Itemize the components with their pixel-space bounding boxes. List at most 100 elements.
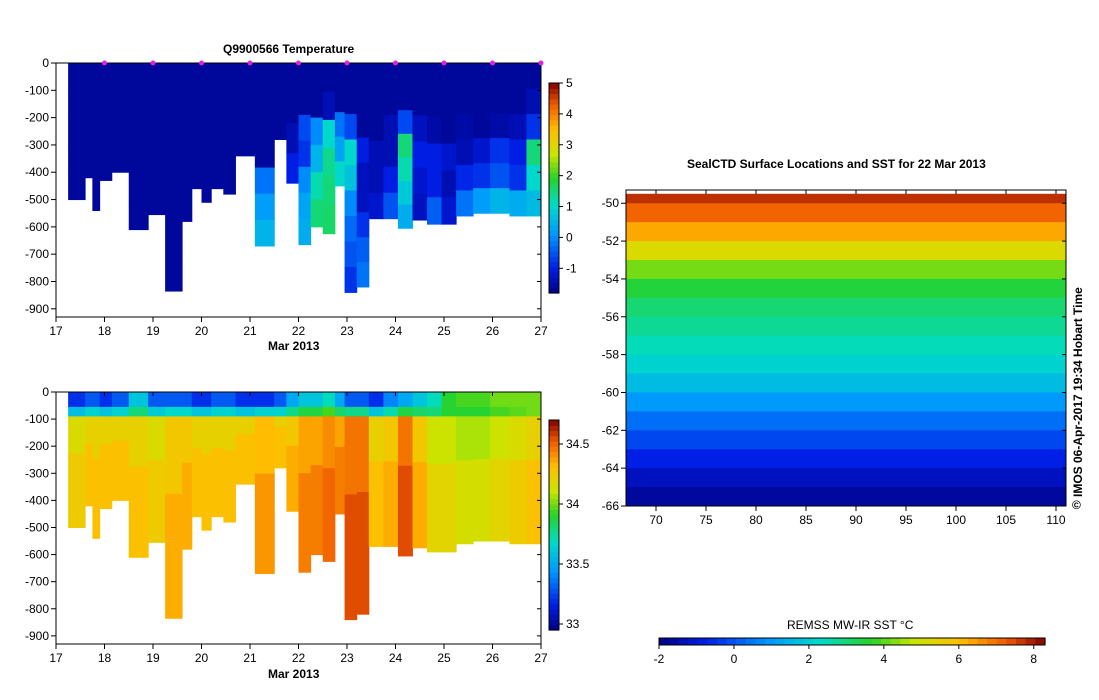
- salinity-colorbar-segment: [549, 614, 559, 621]
- salinity-colorbar-segment: [549, 593, 559, 600]
- salinity-colorbar-segment: [549, 509, 559, 516]
- temperature-profile-cell: [68, 117, 86, 146]
- salinity-profile-cell: [148, 416, 166, 461]
- temperature-profile-cell: [99, 151, 113, 181]
- salinity-profile-cell: [397, 406, 413, 417]
- salinity-profile-cell: [182, 462, 193, 550]
- salinity-x-tick-label: 22: [292, 651, 306, 665]
- temperature-colorbar-segment: [549, 135, 559, 142]
- salinity-y-tick-label: 0: [42, 385, 49, 399]
- temperature-profile-cell: [310, 199, 324, 228]
- salinity-profile-cell: [427, 416, 443, 465]
- temperature-profile-cell: [211, 63, 224, 95]
- temperature-profile-cell: [368, 140, 384, 168]
- salinity-y-tick-label: -600: [25, 548, 49, 562]
- temperature-profile-cell: [412, 167, 428, 195]
- sst-map-x-tick-label: 100: [946, 513, 966, 527]
- salinity-profile-cell: [526, 460, 542, 545]
- sst-colorbar-segment: [890, 638, 901, 645]
- salinity-colorbar-segment: [549, 504, 559, 510]
- salinity-profile-cell: [99, 392, 113, 408]
- temperature-profile-cell: [286, 63, 299, 94]
- temperature-profile-cell: [201, 118, 212, 148]
- temperature-profile-cell: [344, 190, 358, 217]
- temperature-profile-cell: [148, 63, 166, 94]
- salinity-profile-cell: [356, 406, 370, 417]
- temperature-profile-cell: [201, 146, 212, 175]
- temperature-profile-cell: [334, 136, 346, 162]
- salinity-colorbar-segment: [549, 535, 559, 542]
- salinity-profile-cell: [441, 416, 457, 465]
- temperature-profile-cell: [128, 63, 149, 92]
- temperature-profile-cell: [322, 91, 336, 121]
- salinity-profile-cell: [148, 406, 166, 417]
- temperature-colorbar-segment: [549, 109, 559, 116]
- salinity-colorbar-segment: [549, 472, 559, 479]
- temperature-profile-cell: [254, 167, 275, 195]
- salinity-profile-cell: [111, 392, 130, 408]
- temperature-colorbar-segment: [549, 130, 559, 137]
- temperature-profile-cell: [368, 63, 384, 90]
- sst-latitude-band: [626, 335, 1066, 356]
- imos-timestamp-label: IMOS 06-Apr-2017 19:34 Hobart Time: [1071, 287, 1085, 497]
- salinity-profile-cell: [509, 460, 527, 545]
- salinity-x-tick-label: 25: [437, 651, 451, 665]
- temperature-profile-cell: [383, 114, 399, 142]
- profile-marker: [150, 60, 156, 66]
- temperature-y-tick-label: -200: [25, 111, 49, 125]
- temperature-profile-cell: [334, 161, 346, 187]
- temperature-profile-cell: [412, 141, 428, 169]
- salinity-profile-cell: [165, 416, 183, 495]
- temperature-colorbar-tick-label: -1: [566, 261, 577, 275]
- temperature-x-tick-label: 18: [98, 324, 112, 338]
- temperature-y-tick-label: -300: [25, 138, 49, 152]
- sst-colorbar-segment: [871, 638, 882, 645]
- salinity-profile-cell: [344, 416, 358, 495]
- salinity-profile-cell: [334, 446, 346, 515]
- temperature-profile-cell: [356, 87, 370, 114]
- salinity-profile-cell: [441, 392, 457, 408]
- salinity-colorbar-segment: [549, 551, 559, 558]
- salinity-profile-cell: [223, 406, 236, 417]
- sst-latitude-band: [626, 354, 1066, 375]
- sst-latitude-band: [626, 468, 1066, 488]
- temperature-profile-cell: [191, 157, 202, 190]
- temperature-profile-cell: [85, 63, 93, 93]
- sst-colorbar-segment: [678, 638, 689, 645]
- sst-colorbar-segment: [967, 638, 979, 645]
- salinity-profile-cell: [254, 392, 275, 408]
- temperature-profile-cell: [298, 63, 312, 90]
- sst-colorbar-segment: [1006, 638, 1017, 645]
- salinity-profile-cell: [274, 392, 287, 408]
- temperature-profile-cell: [456, 139, 474, 166]
- temperature-profile-cell: [85, 149, 93, 179]
- salinity-colorbar-segment: [549, 582, 559, 589]
- salinity-profile-cell: [344, 392, 358, 408]
- temperature-colorbar-segment: [549, 140, 559, 147]
- sst-latitude-band: [626, 278, 1066, 299]
- profile-marker: [247, 60, 253, 66]
- temperature-profile-cell: [298, 192, 312, 220]
- salinity-colorbar-segment: [549, 420, 559, 426]
- temperature-colorbar-segment: [549, 156, 559, 163]
- sst-colorbar-tick-label: 0: [731, 652, 738, 666]
- salinity-profile-cell: [111, 440, 130, 501]
- copyright-icon: ©: [1072, 498, 1081, 512]
- salinity-x-tick-label: 27: [534, 651, 548, 665]
- temperature-profile-cell: [322, 63, 336, 92]
- sst-colorbar-segment: [842, 638, 853, 645]
- salinity-profile-cell: [92, 392, 101, 408]
- sst-colorbar-segment: [1025, 638, 1036, 645]
- salinity-profile-cell: [356, 416, 370, 493]
- salinity-colorbar-segment: [549, 588, 559, 594]
- salinity-colorbar-tick-label: 33.5: [566, 557, 590, 571]
- temperature-colorbar-segment: [549, 282, 559, 289]
- salinity-profile-cell: [456, 392, 474, 408]
- temperature-profile-cell: [526, 63, 542, 89]
- temperature-profile-cell: [427, 89, 443, 118]
- temperature-profile-cell: [490, 88, 510, 114]
- temperature-colorbar-segment: [549, 287, 559, 294]
- salinity-profile-cell: [322, 416, 336, 469]
- temperature-profile-cell: [298, 140, 312, 168]
